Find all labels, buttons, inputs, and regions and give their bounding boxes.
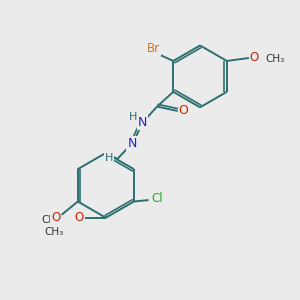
- Text: Cl: Cl: [151, 192, 163, 205]
- Text: CH₃: CH₃: [45, 227, 64, 237]
- Text: N: N: [128, 137, 137, 150]
- Text: O: O: [250, 52, 259, 64]
- Text: H: H: [129, 112, 137, 122]
- Text: O: O: [178, 104, 188, 118]
- Text: CH₃: CH₃: [265, 55, 284, 64]
- Text: N: N: [138, 116, 147, 129]
- Text: O: O: [51, 211, 60, 224]
- Text: O: O: [74, 211, 83, 224]
- Text: CH₃: CH₃: [41, 215, 60, 225]
- Text: H: H: [105, 152, 113, 163]
- Text: Br: Br: [147, 42, 160, 55]
